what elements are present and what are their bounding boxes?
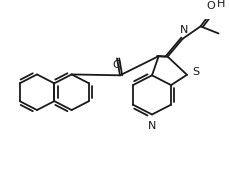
Text: O: O <box>205 1 214 11</box>
Text: S: S <box>191 67 198 77</box>
Text: O: O <box>112 60 121 70</box>
Text: N: N <box>147 121 155 131</box>
Text: H: H <box>216 0 224 9</box>
Text: N: N <box>179 25 187 35</box>
